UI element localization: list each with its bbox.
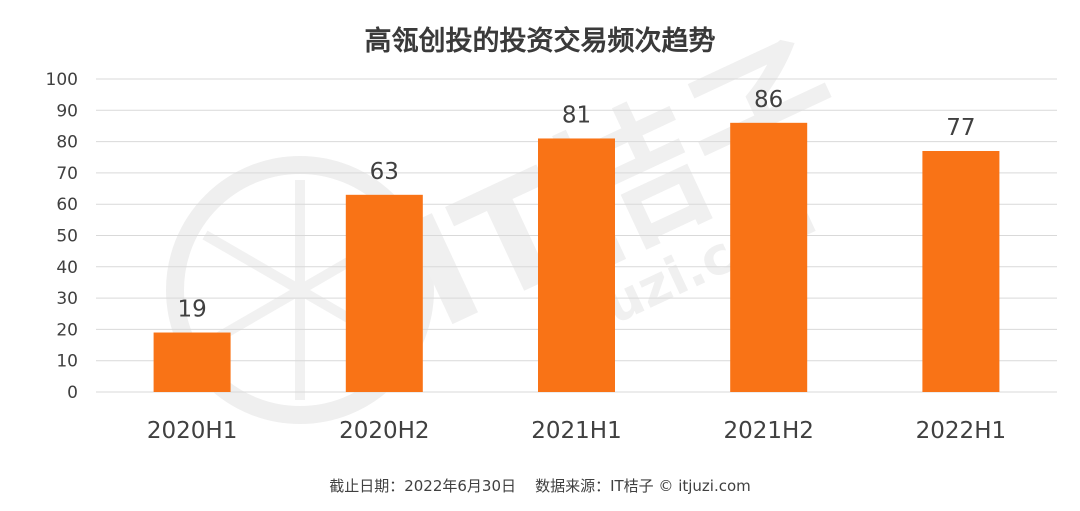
y-tick-label: 10 bbox=[56, 352, 78, 372]
bar bbox=[153, 332, 231, 392]
x-category-label: 2021H2 bbox=[723, 418, 813, 444]
x-category-label: 2021H1 bbox=[531, 418, 621, 444]
watermark-logo-ring bbox=[166, 156, 434, 424]
bar bbox=[345, 194, 423, 392]
bar bbox=[922, 150, 1000, 392]
data-label: 86 bbox=[754, 87, 783, 113]
data-label: 77 bbox=[946, 115, 975, 141]
x-category-label: 2022H1 bbox=[916, 418, 1006, 444]
bar bbox=[538, 138, 615, 392]
y-tick-label: 50 bbox=[56, 227, 78, 247]
source-note: 截止日期：2022年6月30日 数据来源：IT桔子 © itjuzi.com bbox=[329, 477, 751, 495]
y-tick-label: 30 bbox=[56, 289, 78, 309]
x-category-label: 2020H2 bbox=[339, 418, 429, 444]
chart-title: 高瓴创投的投资交易频次趋势 bbox=[365, 25, 716, 57]
y-axis-tick-labels: 0 10 20 30 40 50 60 70 80 90 100 bbox=[46, 70, 78, 403]
y-tick-label: 70 bbox=[56, 164, 78, 184]
y-tick-label: 20 bbox=[56, 320, 78, 340]
y-tick-label: 60 bbox=[56, 195, 78, 215]
x-category-label: 2020H1 bbox=[147, 418, 237, 444]
y-tick-label: 0 bbox=[67, 383, 78, 403]
y-tick-label: 100 bbox=[46, 70, 78, 90]
bars bbox=[153, 122, 1000, 392]
y-tick-label: 90 bbox=[56, 101, 78, 121]
data-label: 63 bbox=[370, 159, 399, 185]
y-tick-label: 40 bbox=[56, 258, 78, 278]
x-axis-category-labels: 2020H1 2020H2 2021H1 2021H2 2022H1 bbox=[147, 418, 1006, 444]
bar bbox=[730, 122, 808, 392]
data-label: 19 bbox=[177, 297, 206, 323]
data-label: 81 bbox=[562, 102, 591, 128]
data-labels: 19 63 81 86 77 bbox=[177, 87, 975, 323]
y-tick-label: 80 bbox=[56, 133, 78, 153]
